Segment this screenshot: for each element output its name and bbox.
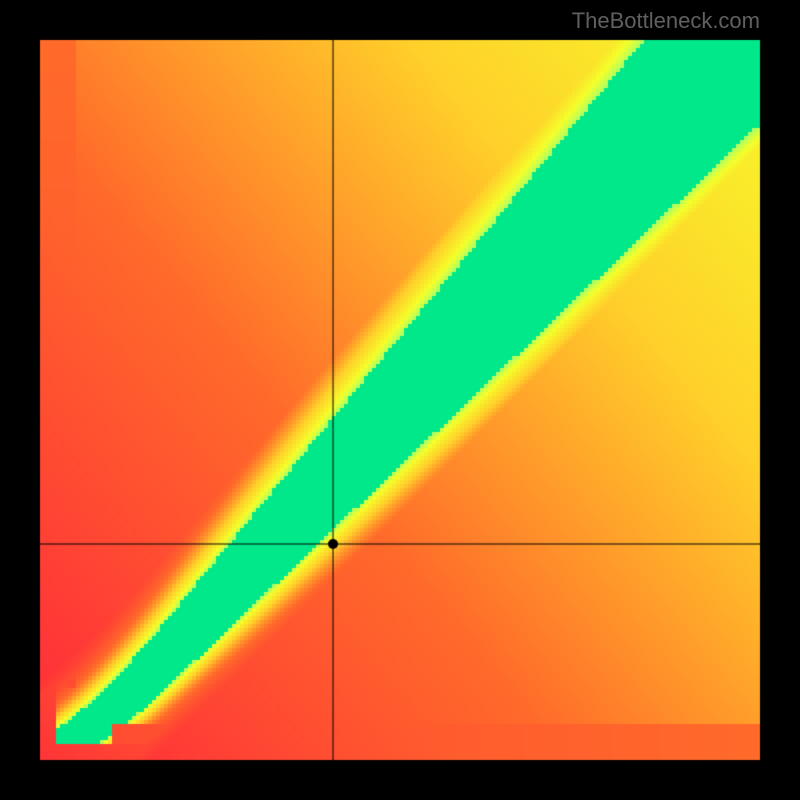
chart-container: TheBottleneck.com <box>0 0 800 800</box>
watermark-text: TheBottleneck.com <box>572 8 760 34</box>
bottleneck-heatmap <box>0 0 800 800</box>
